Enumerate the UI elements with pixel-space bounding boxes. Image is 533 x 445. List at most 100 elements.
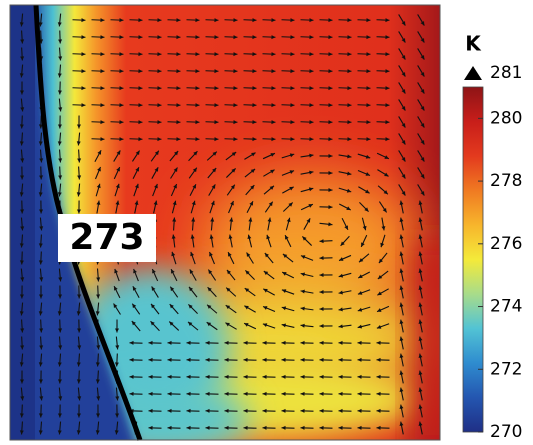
velocity-arrow-head bbox=[365, 189, 370, 194]
velocity-arrow-head bbox=[19, 260, 24, 265]
velocity-arrow-head bbox=[270, 153, 275, 157]
velocity-arrow-head bbox=[300, 272, 306, 277]
velocity-arrow-head bbox=[418, 353, 423, 358]
velocity-arrow-head bbox=[289, 153, 295, 158]
velocity-arrow-head bbox=[300, 425, 305, 430]
velocity-arrow-head bbox=[286, 217, 291, 223]
velocity-arrow-head bbox=[378, 258, 383, 264]
velocity-arrow-head bbox=[319, 290, 324, 295]
velocity-arrow-head bbox=[361, 242, 365, 247]
velocity-arrow-head bbox=[195, 18, 200, 23]
velocity-arrow-head bbox=[418, 319, 423, 324]
velocity-arrow-head bbox=[95, 311, 100, 316]
velocity-arrow-head bbox=[173, 167, 178, 172]
colorbar-unit: K bbox=[465, 32, 482, 56]
velocity-arrow-head bbox=[262, 374, 267, 379]
velocity-arrow-head bbox=[38, 124, 43, 129]
velocity-arrow-head bbox=[176, 69, 181, 74]
velocity-arrow-head bbox=[418, 336, 423, 341]
colorbar-tick-label: 280 bbox=[490, 108, 522, 128]
velocity-arrow-head bbox=[152, 269, 156, 274]
velocity-arrow-head bbox=[290, 18, 295, 23]
velocity-arrow-head bbox=[420, 38, 425, 43]
velocity-arrow-head bbox=[19, 243, 24, 248]
velocity-arrow-head bbox=[309, 170, 314, 175]
velocity-arrow-head bbox=[207, 287, 212, 292]
velocity-arrow-head bbox=[81, 86, 86, 91]
velocity-arrow-head bbox=[233, 86, 238, 91]
velocity-arrow-head bbox=[290, 103, 295, 108]
velocity-arrow-head bbox=[243, 391, 248, 396]
velocity-arrow-head bbox=[328, 222, 333, 227]
velocity-arrow-head bbox=[281, 306, 287, 311]
velocity-arrow-head bbox=[243, 340, 248, 345]
velocity-arrow-head bbox=[114, 268, 119, 274]
velocity-arrow-head bbox=[20, 277, 25, 282]
velocity-arrow-head bbox=[245, 270, 250, 275]
velocity-arrow-head bbox=[57, 90, 62, 95]
velocity-arrow-head bbox=[76, 311, 81, 316]
velocity-arrow-head bbox=[376, 357, 381, 362]
velocity-arrow-head bbox=[281, 323, 287, 328]
velocity-arrow-head bbox=[418, 200, 423, 205]
velocity-arrow-head bbox=[376, 408, 381, 413]
velocity-arrow-head bbox=[347, 69, 352, 74]
velocity-arrow-head bbox=[300, 323, 305, 328]
velocity-arrow-head bbox=[176, 35, 181, 40]
velocity-arrow-head bbox=[376, 324, 382, 329]
velocity-arrow-head bbox=[244, 305, 249, 310]
velocity-arrow-head bbox=[212, 151, 217, 156]
velocity-arrow-head bbox=[129, 391, 134, 396]
velocity-arrow-head bbox=[347, 137, 352, 142]
temperature-field bbox=[10, 5, 440, 440]
velocity-arrow-head bbox=[340, 241, 345, 246]
colorbar-tick-label: 278 bbox=[490, 171, 522, 191]
velocity-arrow-head bbox=[338, 307, 343, 312]
velocity-arrow-head bbox=[300, 289, 305, 294]
velocity-arrow-head bbox=[281, 357, 286, 362]
velocity-arrow-head bbox=[347, 18, 352, 23]
velocity-arrow-head bbox=[186, 425, 191, 430]
velocity-arrow-head bbox=[195, 86, 200, 91]
velocity-arrow-head bbox=[77, 175, 82, 180]
velocity-arrow-head bbox=[195, 35, 200, 40]
velocity-arrow-head bbox=[224, 391, 229, 396]
velocity-arrow-head bbox=[366, 103, 371, 108]
velocity-arrow-head bbox=[399, 336, 404, 341]
velocity-arrow-head bbox=[58, 277, 63, 282]
velocity-arrow-head bbox=[328, 103, 333, 108]
velocity-arrow-head bbox=[148, 391, 153, 396]
velocity-arrow-head bbox=[39, 226, 44, 231]
velocity-arrow-head bbox=[38, 362, 43, 367]
velocity-arrow-head bbox=[309, 52, 314, 57]
colorbar-tick-label: 276 bbox=[490, 234, 522, 254]
velocity-arrow-head bbox=[173, 184, 177, 189]
velocity-arrow-head bbox=[205, 425, 210, 430]
velocity-arrow-head bbox=[399, 404, 404, 409]
velocity-arrow-head bbox=[96, 183, 101, 189]
velocity-arrow-head bbox=[366, 35, 371, 40]
velocity-arrow-head bbox=[328, 205, 333, 210]
velocity-arrow-head bbox=[138, 103, 143, 108]
velocity-arrow-head bbox=[271, 86, 276, 91]
colorbar-max-label: 281 bbox=[490, 63, 522, 83]
velocity-arrow-head bbox=[266, 234, 271, 240]
velocity-arrow-head bbox=[268, 201, 273, 207]
velocity-arrow-head bbox=[38, 243, 43, 248]
velocity-arrow-head bbox=[195, 120, 200, 125]
velocity-arrow-head bbox=[57, 73, 62, 78]
velocity-arrow-head bbox=[76, 192, 81, 197]
velocity-arrow-head bbox=[76, 413, 81, 418]
velocity-arrow-head bbox=[132, 286, 137, 291]
velocity-arrow-head bbox=[76, 362, 81, 367]
velocity-arrow-head bbox=[300, 374, 305, 379]
velocity-arrow-head bbox=[157, 69, 162, 74]
velocity-arrow-head bbox=[119, 86, 124, 91]
velocity-arrow-head bbox=[114, 286, 118, 291]
velocity-arrow-head bbox=[252, 35, 257, 40]
velocity-arrow-head bbox=[271, 35, 276, 40]
velocity-arrow-head bbox=[148, 408, 153, 413]
velocity-arrow-head bbox=[38, 192, 43, 197]
